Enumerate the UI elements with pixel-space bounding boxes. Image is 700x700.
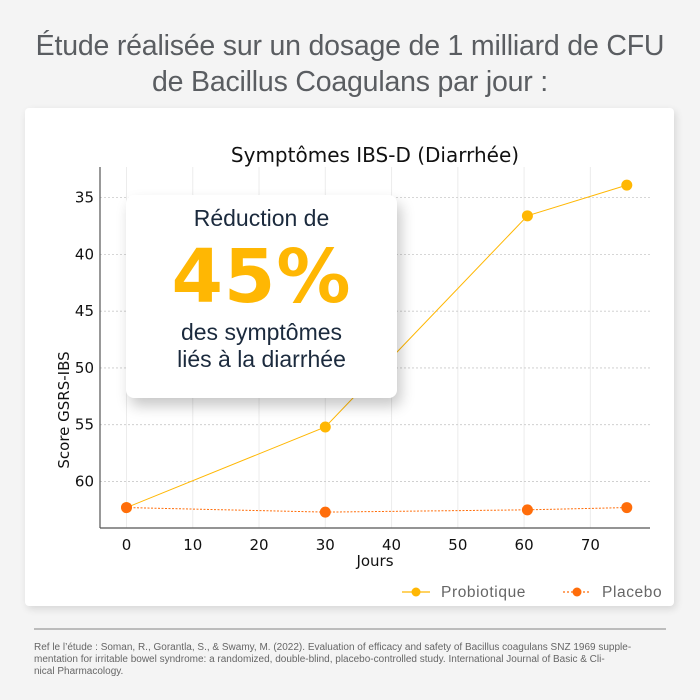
y-tick-label: 60 bbox=[75, 472, 94, 490]
x-tick-label: 50 bbox=[448, 536, 467, 554]
y-tick-label: 35 bbox=[75, 189, 94, 207]
headline-line-2: de Bacillus Coagulans par jour : bbox=[152, 66, 548, 98]
chart-card: Symptômes IBS-D (Diarrhée) 0 10 20 30 40 50 60… bbox=[25, 108, 674, 606]
reference-line-3: nical Pharmacology. bbox=[34, 666, 124, 677]
axes bbox=[99, 167, 650, 529]
headline-line-1: Étude réalisée sur un dosage de 1 millia… bbox=[35, 30, 665, 62]
y-tick-label: 40 bbox=[75, 245, 94, 263]
legend-marker-placebo bbox=[572, 587, 582, 597]
reference-text: Ref le l’étude : Soman, R., Gorantla, S.… bbox=[34, 642, 674, 678]
legend-label-probiotique: Probiotique bbox=[441, 584, 526, 601]
x-tick-label: 10 bbox=[183, 536, 202, 554]
x-tick-label: 0 bbox=[122, 536, 132, 554]
data-point-placebo bbox=[621, 502, 633, 514]
x-axis-label: Jours bbox=[355, 552, 393, 570]
legend: Probiotique Placebo bbox=[402, 584, 662, 601]
data-point-placebo bbox=[521, 504, 533, 516]
data-point-placebo bbox=[319, 506, 331, 518]
callout-box: Réduction de 45% des symptômes liés à la… bbox=[126, 195, 397, 398]
y-tick-label: 55 bbox=[75, 416, 94, 434]
data-point-probiotique bbox=[521, 210, 533, 222]
y-axis-label: Score GSRS-IBS bbox=[55, 351, 73, 468]
x-tick-label: 40 bbox=[382, 536, 401, 554]
callout-description-line-2: liés à la diarrhée bbox=[177, 346, 346, 372]
callout-description-line-1: des symptômes bbox=[180, 319, 343, 345]
headline: Étude réalisée sur un dosage de 1 millia… bbox=[0, 28, 700, 100]
callout-percentage: 45% bbox=[171, 234, 352, 320]
callout-intro: Réduction de bbox=[193, 205, 330, 231]
x-tick-label: 70 bbox=[581, 536, 600, 554]
data-point-probiotique bbox=[621, 179, 633, 191]
legend-item-placebo[interactable]: Placebo bbox=[563, 584, 662, 601]
y-tick-label: 45 bbox=[75, 302, 94, 320]
legend-label-placebo: Placebo bbox=[602, 584, 662, 601]
series-line-probiotique bbox=[126, 184, 627, 509]
series-group bbox=[121, 179, 633, 518]
callout-description: des symptômes liés à la diarrhée bbox=[126, 319, 397, 373]
data-point-probiotique bbox=[319, 421, 331, 433]
reference-line-1: Ref le l’étude : Soman, R., Gorantla, S.… bbox=[34, 642, 632, 653]
reference-line-2: mentation for irritable bowel syndrome: … bbox=[34, 654, 605, 665]
data-point-placebo bbox=[121, 502, 133, 514]
x-tick-label: 20 bbox=[249, 536, 268, 554]
legend-item-probiotique[interactable]: Probiotique bbox=[402, 584, 526, 601]
x-tick-label: 60 bbox=[515, 536, 534, 554]
series-line-placebo bbox=[126, 507, 627, 513]
footer-divider bbox=[34, 628, 666, 630]
chart-title: Symptômes IBS-D (Diarrhée) bbox=[231, 143, 519, 167]
legend-marker-probiotique bbox=[411, 587, 421, 597]
tick-labels: 0 10 20 30 40 50 60 70 35 40 45 50 55 60 bbox=[75, 189, 600, 554]
y-tick-label: 50 bbox=[75, 359, 94, 377]
x-tick-label: 30 bbox=[316, 536, 335, 554]
